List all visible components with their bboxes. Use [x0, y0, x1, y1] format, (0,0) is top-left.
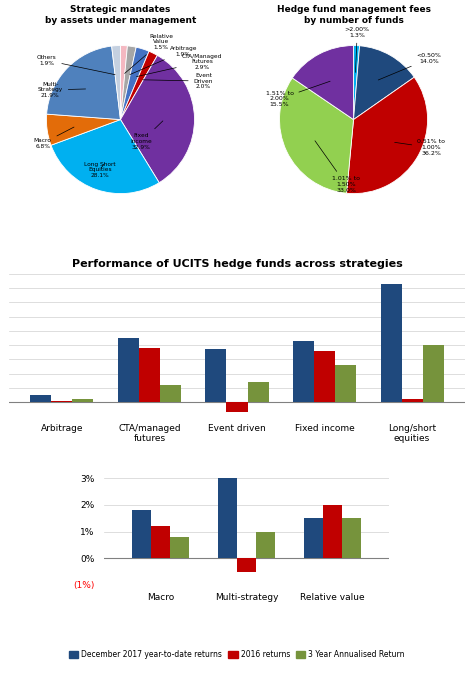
Bar: [247, 382, 268, 402]
Bar: [73, 400, 93, 402]
Bar: [227, 402, 247, 412]
Text: Arbitrage
1.9%: Arbitrage 1.9%: [130, 46, 197, 74]
Text: 1.01% to
1.50%
33.0%: 1.01% to 1.50% 33.0%: [315, 141, 360, 193]
Bar: [314, 351, 335, 402]
Text: >2.00%
1.3%: >2.00% 1.3%: [345, 27, 370, 72]
Text: Macro
6.8%: Macro 6.8%: [34, 127, 74, 149]
Bar: [401, 399, 422, 402]
Bar: [151, 526, 170, 558]
Wedge shape: [112, 45, 120, 120]
Title: Hedge fund management fees
by number of funds: Hedge fund management fees by number of …: [276, 5, 430, 25]
Bar: [139, 348, 160, 402]
Bar: [293, 341, 314, 402]
Bar: [218, 478, 237, 558]
Bar: [304, 518, 323, 558]
Text: CTA/Managed
Futures
2.9%: CTA/Managed Futures 2.9%: [137, 53, 222, 76]
Bar: [170, 537, 189, 558]
Wedge shape: [280, 78, 354, 193]
Bar: [335, 365, 356, 402]
Bar: [237, 558, 256, 572]
Text: 1.51% to
2.00%
15.5%: 1.51% to 2.00% 15.5%: [265, 81, 330, 107]
Wedge shape: [120, 55, 194, 183]
Bar: [256, 531, 275, 558]
Bar: [52, 401, 73, 402]
Wedge shape: [120, 46, 136, 120]
Bar: [132, 510, 151, 558]
Bar: [381, 284, 401, 402]
Text: Fixed
Income
32.9%: Fixed Income 32.9%: [130, 121, 163, 150]
Wedge shape: [46, 46, 120, 120]
Text: Multi-
Strategy
21.9%: Multi- Strategy 21.9%: [37, 82, 86, 98]
Title: Strategic mandates
by assets under management: Strategic mandates by assets under manag…: [45, 5, 196, 25]
Bar: [323, 505, 342, 558]
Wedge shape: [354, 46, 414, 120]
Text: <0.50%
14.0%: <0.50% 14.0%: [378, 53, 441, 80]
Bar: [206, 349, 227, 402]
Bar: [30, 395, 52, 402]
Wedge shape: [46, 114, 120, 145]
Legend: December 2017 year-to-date returns, 2016 returns, 3 Year Annualised Return: December 2017 year-to-date returns, 2016…: [66, 647, 408, 662]
Wedge shape: [120, 51, 157, 120]
Wedge shape: [120, 45, 128, 120]
Wedge shape: [120, 47, 149, 120]
Text: Long Short
Equities
28.1%: Long Short Equities 28.1%: [84, 162, 116, 178]
Bar: [342, 518, 361, 558]
Text: Relative
Value
1.5%: Relative Value 1.5%: [125, 34, 173, 74]
Bar: [422, 345, 444, 402]
Wedge shape: [51, 120, 159, 193]
Text: 0.51% to
1.00%
36.2%: 0.51% to 1.00% 36.2%: [395, 139, 445, 156]
Wedge shape: [346, 77, 428, 193]
Bar: [118, 338, 139, 402]
Text: Others
1.9%: Others 1.9%: [36, 55, 115, 74]
Title: Performance of UCITS hedge funds across strategies: Performance of UCITS hedge funds across …: [72, 259, 402, 269]
Bar: [160, 385, 181, 402]
Wedge shape: [354, 45, 360, 120]
Wedge shape: [292, 45, 354, 120]
Text: Event
Driven
2.0%: Event Driven 2.0%: [143, 73, 213, 89]
